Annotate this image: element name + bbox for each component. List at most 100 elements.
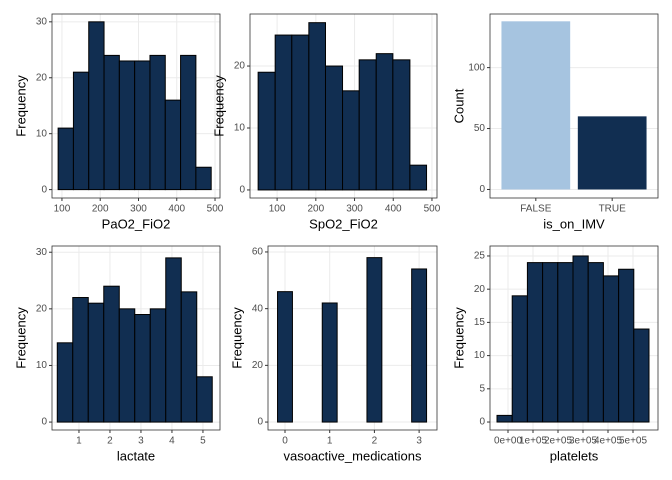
histogram-bar <box>149 54 166 191</box>
histogram-bar <box>496 414 513 423</box>
panel-border <box>51 13 221 199</box>
y-tick-label: 10 <box>234 123 246 134</box>
x-tick-label: 200 <box>92 204 109 215</box>
x-axis-title: is_on_IMV <box>543 216 605 231</box>
x-tick-label: 100 <box>269 204 286 215</box>
y-tick-label: 0 <box>41 417 47 428</box>
y-tick-label: 30 <box>36 16 48 27</box>
x-tick-label: 400 <box>385 204 402 215</box>
y-tick-label: 30 <box>36 247 48 258</box>
x-tick-label: 1e+05 <box>519 436 548 447</box>
x-tick-label: 3e+05 <box>569 436 598 447</box>
y-axis-title: Frequency <box>13 307 28 369</box>
x-tick-label: 5 <box>200 436 206 447</box>
histogram-bar <box>321 302 338 423</box>
x-tick-label: 100 <box>54 204 71 215</box>
y-axis-title: Frequency <box>229 307 244 369</box>
histogram-bar <box>56 342 74 423</box>
histogram-bar <box>88 21 105 191</box>
histogram-bar <box>134 314 151 423</box>
histogram-bar <box>164 99 182 191</box>
histogram-bar <box>72 297 89 423</box>
histogram-bar <box>342 90 360 191</box>
histogram-bar <box>587 262 604 423</box>
histogram-bar <box>409 164 428 191</box>
histogram-bar <box>526 262 544 423</box>
histogram-bar <box>618 268 635 423</box>
bar <box>577 116 647 190</box>
y-tick-label: 20 <box>474 284 486 295</box>
y-tick-label: 5 <box>479 383 485 394</box>
x-tick-label: 5e+05 <box>619 436 648 447</box>
histogram-bar <box>366 257 383 423</box>
x-tick-label: FALSE <box>520 204 551 215</box>
x-tick-label: 3 <box>416 436 422 447</box>
x-tick-label: 1 <box>327 436 333 447</box>
x-axis-title: vasoactive_medications <box>283 448 422 463</box>
y-tick-label: 0 <box>479 417 485 428</box>
x-tick-label: 500 <box>207 204 224 215</box>
histogram-bar <box>134 60 151 191</box>
x-tick-label: 500 <box>424 204 441 215</box>
histogram-bar <box>57 127 74 191</box>
y-tick-label: 20 <box>36 72 48 83</box>
x-tick-label: 0 <box>282 436 288 447</box>
histogram-bar <box>180 54 197 191</box>
panel-border <box>249 13 438 199</box>
panel <box>268 246 437 430</box>
histogram-bar <box>375 53 394 191</box>
panel-border <box>489 13 659 199</box>
histogram-bar <box>358 59 377 191</box>
y-tick-label: 20 <box>36 303 48 314</box>
histogram-bar <box>149 308 167 423</box>
y-axis-title: Frequency <box>451 307 466 369</box>
x-axis-title: platelets <box>550 448 599 463</box>
histogram-bar <box>277 291 293 423</box>
x-tick-label: 4 <box>169 436 175 447</box>
y-tick-label: 60 <box>252 247 264 258</box>
x-tick-label: 0e+00 <box>494 436 523 447</box>
histogram-bar <box>291 34 310 191</box>
y-tick-label: 25 <box>474 251 486 262</box>
y-tick-label: 0 <box>239 185 245 196</box>
y-tick-label: 0 <box>257 417 263 428</box>
y-tick-label: 10 <box>474 350 486 361</box>
histogram-bar <box>118 60 136 191</box>
histogram-bar <box>196 376 213 423</box>
x-tick-label: 4e+05 <box>594 436 623 447</box>
histogram-bar <box>602 275 620 423</box>
histogram-bar <box>103 285 120 423</box>
x-tick-label: TRUE <box>599 204 627 215</box>
y-tick-label: 0 <box>479 184 485 195</box>
histogram-bar <box>103 54 120 191</box>
x-axis-title: lactate <box>117 448 155 463</box>
panel-border <box>51 245 221 431</box>
panel-border <box>267 245 438 431</box>
histogram-bar <box>118 308 136 423</box>
y-axis-title: Frequency <box>13 75 28 137</box>
histogram-bar <box>557 262 574 423</box>
y-tick-label: 10 <box>36 360 48 371</box>
histogram-bar <box>392 59 411 191</box>
y-axis-title: Count <box>451 88 466 123</box>
y-tick-label: 20 <box>234 61 246 72</box>
histogram-bar <box>542 262 559 423</box>
histogram-bar <box>87 302 105 423</box>
x-tick-label: 3 <box>138 436 144 447</box>
panel-border <box>489 245 659 431</box>
y-tick-label: 40 <box>252 303 264 314</box>
x-axis-title: SpO2_FiO2 <box>309 216 378 231</box>
histogram-bar <box>257 71 276 191</box>
histogram-bar <box>72 71 90 191</box>
histogram-bar <box>180 291 198 423</box>
x-tick-label: 400 <box>168 204 185 215</box>
y-tick-label: 0 <box>41 184 47 195</box>
histogram-bar <box>411 268 428 423</box>
histogram-bar <box>324 65 344 191</box>
histogram-bar <box>308 22 326 191</box>
histogram-bar <box>195 166 212 191</box>
x-tick-label: 2 <box>372 436 378 447</box>
y-tick-label: 20 <box>252 360 264 371</box>
x-tick-label: 300 <box>346 204 363 215</box>
